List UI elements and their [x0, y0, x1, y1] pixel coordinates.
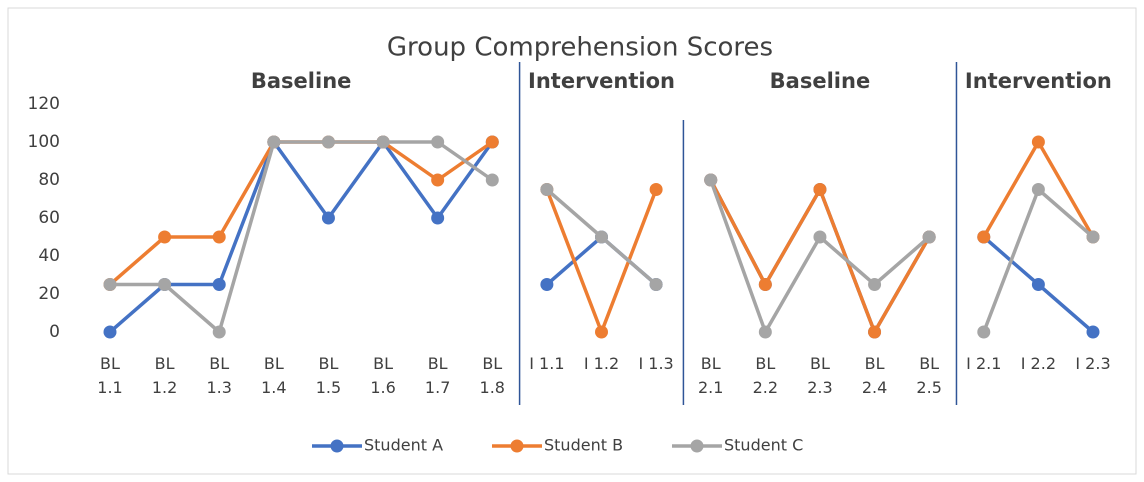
- x-tick-label: I 1.2: [583, 354, 620, 373]
- x-tick-label: BL 2.3: [807, 354, 833, 397]
- phase-label: Baseline: [770, 69, 871, 93]
- legend-label: Student A: [364, 436, 443, 455]
- point: [758, 325, 772, 339]
- y-tick-label: 40: [38, 246, 60, 266]
- y-tick-label: 20: [38, 284, 60, 304]
- phase-label: Baseline: [251, 69, 352, 93]
- legend-marker: [510, 439, 524, 453]
- point: [649, 183, 663, 196]
- point: [1031, 183, 1045, 196]
- point: [321, 135, 335, 149]
- point: [922, 230, 936, 244]
- point: [540, 278, 554, 291]
- x-tick-label: BL 2.2: [752, 354, 779, 397]
- point: [1031, 135, 1045, 149]
- point: [813, 183, 827, 196]
- point: [485, 173, 499, 187]
- point: [431, 211, 445, 225]
- chart-title: Group Comprehension Scores: [387, 33, 773, 63]
- x-tick-label: BL 1.2: [151, 354, 178, 397]
- point: [977, 325, 991, 339]
- point: [485, 135, 499, 149]
- point: [103, 278, 117, 291]
- point: [1031, 278, 1045, 291]
- x-tick-label: BL 2.4: [861, 354, 888, 397]
- point: [540, 183, 554, 196]
- x-tick-label: I 2.2: [1020, 354, 1056, 373]
- legend-label: Student B: [544, 436, 623, 455]
- x-tick-label: BL 1.4: [261, 354, 287, 397]
- x-tick-label: I 2.1: [966, 354, 1002, 373]
- point: [103, 325, 117, 339]
- point: [431, 135, 445, 149]
- point: [158, 230, 172, 244]
- point: [376, 135, 390, 149]
- legend-label: Student C: [724, 436, 803, 455]
- legend-marker: [330, 439, 344, 453]
- point: [868, 325, 882, 339]
- y-tick-label: 60: [38, 208, 60, 228]
- point: [212, 325, 226, 339]
- point: [1086, 325, 1100, 339]
- point: [758, 278, 772, 291]
- point: [595, 325, 608, 339]
- x-tick-label: I 1.1: [529, 354, 565, 373]
- point: [704, 173, 718, 187]
- point: [267, 135, 281, 149]
- point: [431, 173, 445, 187]
- x-tick-label: BL 1.5: [315, 354, 342, 397]
- chart-border: [7, 7, 1137, 475]
- point: [649, 278, 663, 291]
- y-tick-label: 120: [28, 94, 60, 114]
- point: [212, 230, 226, 244]
- point: [321, 211, 335, 225]
- point: [212, 278, 226, 291]
- legend-marker: [690, 439, 704, 453]
- x-tick-label: BL 2.1: [697, 354, 724, 397]
- point: [868, 278, 882, 291]
- x-tick-label: BL 1.7: [424, 354, 451, 397]
- x-tick-label: BL 2.5: [916, 354, 942, 397]
- point: [1086, 230, 1100, 244]
- point: [977, 230, 991, 244]
- phase-label: Intervention: [528, 69, 675, 93]
- point: [595, 230, 608, 244]
- point: [813, 230, 827, 244]
- x-tick-label: I 1.3: [638, 354, 674, 373]
- point: [158, 278, 172, 291]
- y-tick-label: 80: [38, 170, 60, 190]
- x-tick-label: BL 1.8: [479, 354, 505, 397]
- y-tick-label: 100: [28, 132, 60, 152]
- x-tick-label: BL 1.3: [206, 354, 232, 397]
- phase-label: Intervention: [965, 69, 1112, 93]
- x-tick-label: BL 1.1: [97, 354, 123, 397]
- x-tick-label: I 2.3: [1075, 354, 1111, 373]
- y-tick-label: 0: [49, 322, 60, 342]
- x-tick-label: BL 1.6: [370, 354, 396, 397]
